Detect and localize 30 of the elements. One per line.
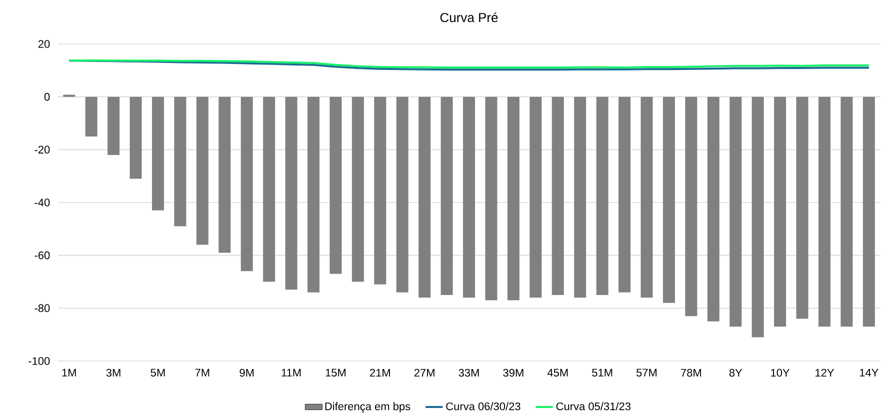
x-tick-label: 33M	[458, 368, 479, 377]
x-tick-label: 1M	[62, 368, 76, 376]
y-tick-label: -20	[34, 146, 50, 154]
y-tick-label: -60	[34, 251, 50, 260]
chart-title: Curva Pré	[440, 12, 498, 22]
x-tick-label: 39M	[503, 368, 524, 377]
legend-label: Curva 05/31/23	[556, 402, 631, 410]
x-tick-label: 21M	[370, 368, 390, 377]
x-tick-label: 15M	[326, 368, 346, 377]
y-tick-label: 0	[44, 92, 50, 101]
x-tick-label: 3M	[106, 368, 120, 377]
y-tick-label: -100	[28, 357, 50, 365]
y-tick-label: 20	[38, 40, 50, 48]
x-tick-label: 11M	[282, 368, 301, 376]
legend-label: Diferença em bps	[325, 402, 410, 412]
legend-label: Curva 06/30/23	[446, 402, 520, 410]
x-tick-label: 27M	[414, 368, 434, 377]
x-tick-label: 45M	[547, 368, 568, 377]
x-tick-label: 9M	[240, 368, 254, 377]
x-tick-label: 51M	[592, 368, 612, 377]
x-tick-label: 78M	[681, 368, 701, 377]
x-tick-label: 14Y	[860, 368, 878, 376]
x-tick-label: 5M	[150, 368, 165, 377]
y-tick-label: -40	[34, 198, 50, 206]
y-tick-label: -80	[34, 304, 50, 312]
x-tick-label: 8Y	[729, 368, 742, 377]
x-tick-label: 7M	[195, 368, 210, 376]
x-tick-label: 57M	[636, 368, 657, 377]
x-tick-label: 12Y	[816, 368, 834, 377]
x-tick-label: 10Y	[771, 368, 790, 377]
